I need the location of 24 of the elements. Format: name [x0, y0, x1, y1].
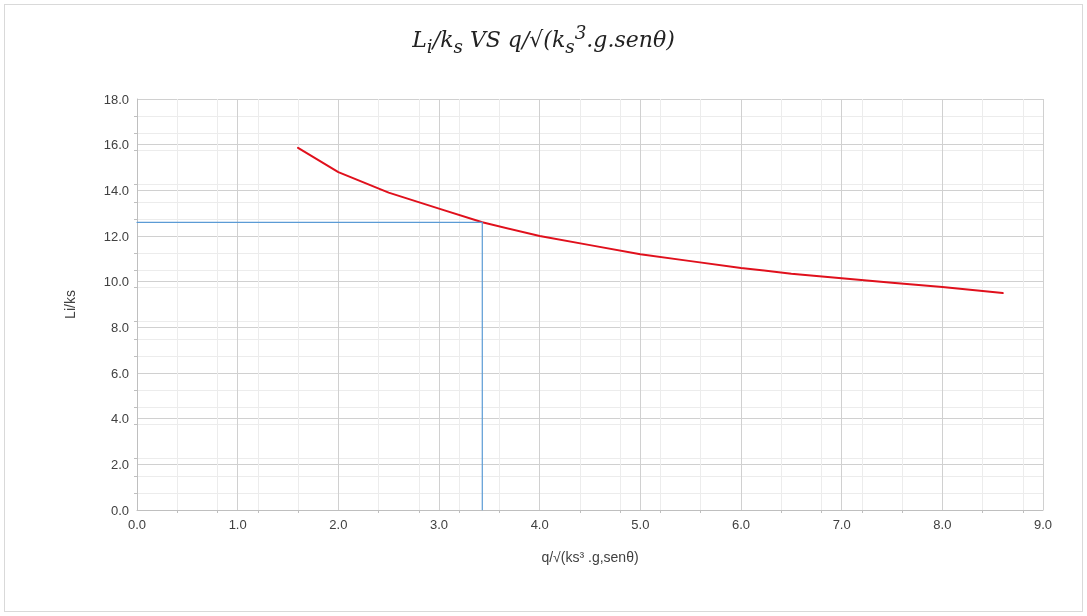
x-tick-label: 3.0 — [429, 517, 449, 532]
y-tick-label: 8.0 — [110, 319, 129, 335]
x-tick-label: 6.0 — [731, 517, 751, 532]
x-axis-title: q/√(ks³ .g,senθ) — [541, 549, 639, 565]
y-tick-label: 14.0 — [103, 182, 129, 198]
y-tick-label: 16.0 — [103, 137, 129, 153]
y-tick-label: 4.0 — [110, 411, 129, 427]
x-tick-label: 4.0 — [530, 517, 549, 532]
y-tick-label: 6.0 — [110, 365, 129, 381]
x-tick-label: 7.0 — [832, 517, 851, 532]
x-tick-label: 2.0 — [329, 517, 348, 532]
chart-title: L$_{i}$/k$_{s}$ VS q/√(k$_{s}$$^{3}$.g.senθ) — [411, 22, 676, 57]
y-tick-label: 12.0 — [103, 228, 129, 244]
y-axis-title: Li/ks — [62, 290, 78, 319]
x-tick-label: 8.0 — [933, 517, 952, 532]
y-tick-label: 0.0 — [110, 502, 129, 518]
x-tick-label: 5.0 — [631, 517, 650, 532]
y-tick-label: 2.0 — [110, 456, 129, 472]
line-series — [297, 146, 1004, 295]
x-tick-label: 1.0 — [228, 517, 247, 532]
x-tick-label: 9.0 — [1033, 517, 1053, 532]
y-tick-label: 10.0 — [103, 274, 129, 290]
y-tick-label: 18.0 — [103, 91, 129, 107]
x-tick-label: 0.0 — [127, 517, 147, 532]
